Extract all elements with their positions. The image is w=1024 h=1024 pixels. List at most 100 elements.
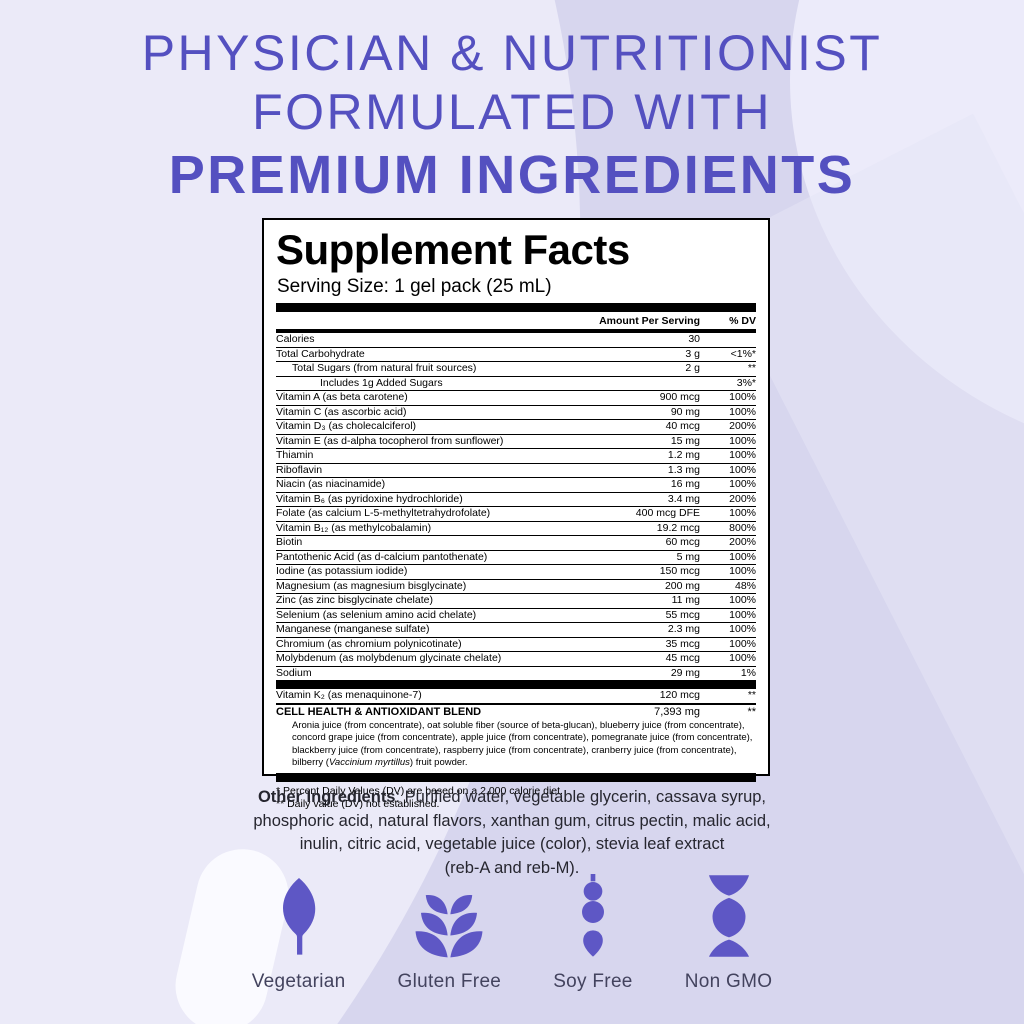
table-row: Riboflavin 1.3 mg 100% xyxy=(276,462,756,478)
nutrient-dv: 100% xyxy=(729,449,756,461)
nutrient-dv: 100% xyxy=(729,391,756,403)
soy-pod-icon xyxy=(573,874,613,958)
nutrient-amount: 1.3 mg xyxy=(667,463,700,476)
blend-amount: 7,393 mg xyxy=(654,706,700,718)
headline-line-3: PREMIUM INGREDIENTS xyxy=(168,145,856,205)
nutrient-name: Vitamin A (as beta carotene) xyxy=(276,391,408,403)
dna-icon xyxy=(706,874,752,958)
nutrient-dv: 100% xyxy=(729,565,756,577)
nutrient-amount: 3 g xyxy=(685,347,700,360)
latin-name: Vaccinium myrtillus xyxy=(328,757,410,768)
table-row: Iodine (as potassium iodide) 150 mcg 100% xyxy=(276,564,756,579)
nutrient-name: Magnesium (as magnesium bisglycinate) xyxy=(276,579,467,592)
feature-badges: Vegetarian Gluten Free xyxy=(0,874,1024,993)
nutrient-name: Sodium xyxy=(276,666,312,679)
table-row: Total Sugars (from natural fruit sources… xyxy=(276,361,756,376)
table-row: Vitamin K₂ (as menaquinone-7) 120 mcg ** xyxy=(276,689,756,703)
nutrient-dv: ** xyxy=(747,689,756,701)
nutrient-dv: ** xyxy=(747,362,756,374)
nutrient-dv: 1% xyxy=(740,666,756,679)
footnote-dv: * Percent Daily Values (DV) are based on… xyxy=(276,784,563,797)
badge-vegetarian: Vegetarian xyxy=(252,876,346,993)
table-row: Vitamin C (as ascorbic acid) 90 mg 100% xyxy=(276,404,756,420)
nutrient-dv: <1%* xyxy=(730,347,756,360)
nutrient-name: Zinc (as zinc bisglycinate chelate) xyxy=(276,594,433,606)
nutrient-table-extra: Vitamin K₂ (as menaquinone-7) 120 mcg ** xyxy=(276,689,756,703)
nutrient-amount: 60 mcg xyxy=(665,536,700,548)
divider-thick xyxy=(276,680,756,689)
nutrient-amount: 5 mg xyxy=(676,550,700,563)
nutrient-amount: 15 mg xyxy=(670,434,700,447)
supplement-facts-title: Supplement Facts xyxy=(276,226,630,273)
table-row: Manganese (manganese sulfate) 2.3 mg 100% xyxy=(276,622,756,637)
table-row: Vitamin B₁₂ (as methylcobalamin) 19.2 mcg… xyxy=(276,520,756,536)
nutrient-amount: 400 mcg DFE xyxy=(635,507,700,519)
column-header-dv: % DV xyxy=(729,315,756,327)
table-row: Vitamin A (as beta carotene) 900 mcg 100% xyxy=(276,390,756,405)
nutrient-name: Includes 1g Added Sugars xyxy=(320,376,443,389)
headline-line-2: FORMULATED WITH xyxy=(252,84,772,140)
divider-thin xyxy=(276,702,756,705)
badge-label: Soy Free xyxy=(553,971,633,992)
nutrient-name: Pantothenic Acid (as d-calcium pantothen… xyxy=(276,550,488,563)
nutrient-name: Riboflavin xyxy=(276,463,323,476)
nutrient-dv: 48% xyxy=(734,579,756,592)
nutrient-name: Folate (as calcium L-5-methyltetrahydrof… xyxy=(276,507,491,519)
badge-label: Vegetarian xyxy=(251,971,346,992)
column-header-amount: Amount Per Serving xyxy=(599,315,700,327)
nutrient-amount: 120 mcg xyxy=(659,689,700,701)
nutrient-dv: 100% xyxy=(729,463,756,476)
nutrient-name: Vitamin B₆ (as pyridoxine hydrochloride) xyxy=(276,492,463,505)
headline: PHYSICIAN & NUTRITIONIST FORMULATED WITH… xyxy=(0,24,1024,206)
divider-thick xyxy=(276,772,756,782)
nutrient-dv: 100% xyxy=(729,478,756,490)
nutrient-name: Manganese (manganese sulfate) xyxy=(276,623,430,635)
nutrient-table: Calories 30 Total Carbohydrate 3 g <1%* Total… xyxy=(276,333,756,680)
nutrient-name: Chromium (as chromium polynicotinate) xyxy=(276,637,462,650)
nutrient-name: Vitamin B₁₂ (as methylcobalamin) xyxy=(276,521,432,534)
other-ingredients-label: Other Ingredients xyxy=(257,788,396,806)
nutrient-name: Total Sugars (from natural fruit sources… xyxy=(292,362,477,374)
badge-non-gmo: Non GMO xyxy=(685,874,773,993)
nutrient-dv: 100% xyxy=(729,507,756,519)
leaf-icon xyxy=(266,876,332,958)
table-row: Biotin 60 mcg 200% xyxy=(276,535,756,550)
nutrient-name: Molybdenum (as molybdenum glycinate chel… xyxy=(276,652,502,664)
nutrient-name: Biotin xyxy=(276,536,303,548)
table-row: Calories 30 xyxy=(276,333,756,347)
table-row: Niacin (as niacinamide) 16 mg 100% xyxy=(276,477,756,492)
nutrient-amount: 2.3 mg xyxy=(667,623,700,635)
nutrient-amount: 1.2 mg xyxy=(667,449,700,461)
headline-line-1: PHYSICIAN & NUTRITIONIST xyxy=(141,25,883,81)
nutrient-name: Selenium (as selenium amino acid chelate… xyxy=(276,608,477,621)
nutrient-name: Niacin (as niacinamide) xyxy=(276,478,386,490)
nutrient-amount: 11 mg xyxy=(671,594,700,606)
nutrient-dv: 200% xyxy=(729,420,756,432)
badge-gluten-free: Gluten Free xyxy=(398,876,502,993)
badge-soy-free: Soy Free xyxy=(553,874,633,993)
table-row: Magnesium (as magnesium bisglycinate) 200… xyxy=(276,578,756,594)
other-ingredients: Other Ingredients: Purified water, veget… xyxy=(253,788,771,877)
footnote-not-established: ** Daily value (DV) not established. xyxy=(276,797,440,810)
nutrient-name: Vitamin K₂ (as menaquinone-7) xyxy=(276,689,422,701)
serving-size: Serving Size: 1 gel pack (25 mL) xyxy=(277,276,552,297)
nutrient-name: Calories xyxy=(276,333,315,345)
nutrient-dv: 200% xyxy=(729,492,756,505)
nutrient-name: Thiamin xyxy=(276,449,314,461)
nutrient-dv: 100% xyxy=(729,608,756,621)
divider-medium xyxy=(276,329,756,333)
supplement-facts-panel: Supplement Facts Serving Size: 1 gel pac… xyxy=(262,218,770,810)
nutrient-amount: 900 mcg xyxy=(659,391,700,403)
nutrient-dv: 100% xyxy=(729,550,756,563)
table-row: Molybdenum (as molybdenum glycinate chel… xyxy=(276,651,756,666)
nutrient-amount: 30 xyxy=(688,333,700,345)
nutrient-dv: 100% xyxy=(729,652,756,664)
nutrient-name: Iodine (as potassium iodide) xyxy=(276,565,408,577)
nutrient-amount: 19.2 mcg xyxy=(656,521,700,534)
nutrient-amount: 29 mg xyxy=(670,666,700,679)
nutrient-dv: 100% xyxy=(729,623,756,635)
nutrient-amount: 45 mcg xyxy=(665,652,700,664)
nutrient-dv: 100% xyxy=(729,434,756,447)
nutrient-amount: 3.4 mg xyxy=(667,492,700,505)
nutrient-name: Total Carbohydrate xyxy=(276,347,365,360)
